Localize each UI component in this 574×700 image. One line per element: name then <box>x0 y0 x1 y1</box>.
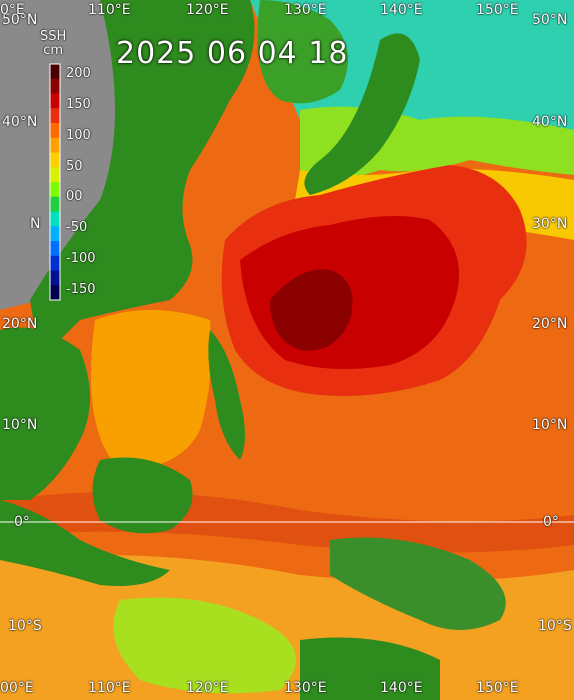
borneo-land <box>92 457 193 534</box>
colorbar-tick-label: 100 <box>66 127 91 143</box>
colorbar-swatch <box>50 226 60 242</box>
lat-label-right: 20°N <box>532 316 568 332</box>
colorbar-swatch <box>50 241 60 257</box>
lat-label-right: 10°S <box>538 618 572 634</box>
lat-label-right: 0° <box>543 514 559 530</box>
new-guinea-land <box>330 537 506 630</box>
australia-land <box>300 637 440 700</box>
lon-label-bottom: 110°E <box>88 680 131 696</box>
lat-label-left: 10°S <box>8 618 42 634</box>
colorbar-tick-label: 00 <box>66 189 83 205</box>
lat-label-left: 0° <box>14 514 30 530</box>
lat-label-left: 20°N <box>2 316 38 332</box>
lat-label-left: 40°N <box>2 114 38 130</box>
lat-label-left: 10°N <box>2 417 38 433</box>
lat-label-right: 50°N <box>532 12 568 28</box>
map-timestamp: 2025 06 04 18 <box>116 36 349 71</box>
colorbar-tick-label: -50 <box>66 220 88 236</box>
lon-label-bottom: 150°E <box>476 680 519 696</box>
colorbar-swatch <box>50 64 60 80</box>
lon-label-bottom: 120°E <box>186 680 229 696</box>
indochina-land <box>0 327 90 500</box>
lat-label-left: N <box>30 216 41 232</box>
warm-eddy-core <box>270 269 353 351</box>
colorbar-tick-label: -150 <box>66 282 96 297</box>
lat-label-right: 40°N <box>532 114 568 130</box>
japan-land <box>304 33 420 196</box>
lon-label-top: 120°E <box>186 2 229 18</box>
lon-label-bottom: 00°E <box>0 680 34 696</box>
colorbar-swatch <box>50 123 60 139</box>
korea-land <box>257 0 348 104</box>
colorbar-swatch <box>50 270 60 286</box>
colorbar-tick-label: 50 <box>66 158 83 174</box>
colorbar-swatch <box>50 255 60 271</box>
colorbar-swatch <box>50 196 60 212</box>
colorbar-swatch <box>50 137 60 153</box>
philippines-land <box>208 330 245 460</box>
colorbar-swatch <box>50 78 60 94</box>
colorbar-frame <box>49 63 61 301</box>
colorbar <box>49 63 61 301</box>
lat-label-left: 50°N <box>2 12 38 28</box>
colorbar-swatch <box>50 211 60 227</box>
east-asia-land-green <box>30 0 255 360</box>
lon-label-top: 110°E <box>88 2 131 18</box>
arafura-cool-patch <box>113 597 296 694</box>
lon-label-bottom: 130°E <box>284 680 327 696</box>
colorbar-swatch <box>50 167 60 183</box>
lon-label-top: 130°E <box>284 2 327 18</box>
lon-label-top: 140°E <box>380 2 423 18</box>
colorbar-unit: cm <box>43 43 64 58</box>
lon-label-top: 150°E <box>476 2 519 18</box>
colorbar-variable: SSH <box>40 29 67 44</box>
lon-label-bottom: 140°E <box>380 680 423 696</box>
lat-label-right: 10°N <box>532 417 568 433</box>
lon-label-top: 0°E <box>0 2 25 18</box>
colorbar-swatch <box>50 285 60 301</box>
colorbar-swatch <box>50 93 60 109</box>
colorbar-tick-label: 150 <box>66 96 91 112</box>
colorbar-title: SSH cm <box>40 30 66 58</box>
colorbar-tick-label: -100 <box>66 251 96 267</box>
colorbar-swatch <box>50 182 60 198</box>
south-china-sea <box>90 310 212 470</box>
colorbar-swatch <box>50 152 60 168</box>
lat-label-right: 30°N <box>532 216 568 232</box>
colorbar-tick-label: 200 <box>66 66 91 81</box>
colorbar-swatch <box>50 108 60 124</box>
